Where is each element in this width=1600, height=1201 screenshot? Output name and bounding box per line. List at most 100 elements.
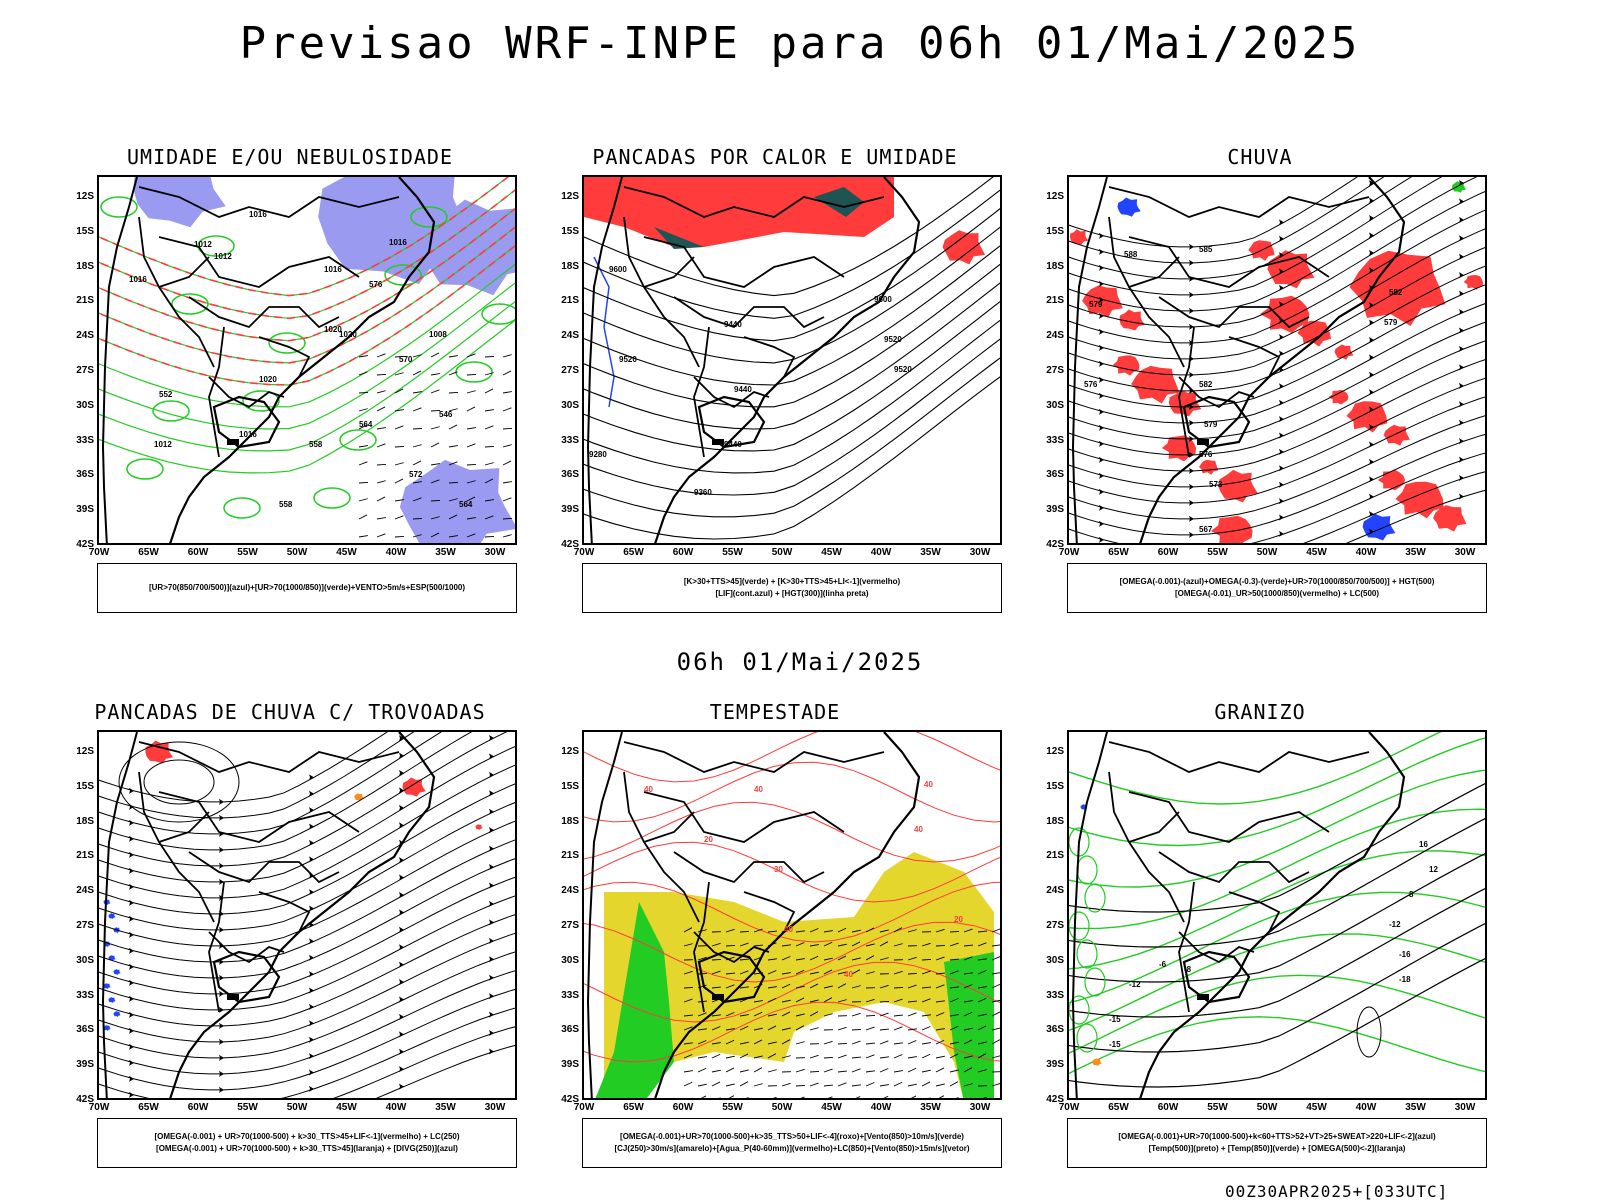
country-border — [694, 327, 709, 457]
legend-line: [Temp(500)](preto) + [Temp(850)](verde) … — [1149, 1143, 1406, 1155]
contour-label: 40 — [784, 925, 793, 934]
panel-pancadas-trovoadas: PANCADAS DE CHUVA C/ TROVOADAS [OMEGA(-0… — [50, 700, 530, 1180]
contour-label: 20 — [704, 835, 713, 844]
streamline-arrow — [129, 916, 134, 922]
streamline-arrow — [129, 868, 134, 874]
wind-vector — [467, 428, 476, 429]
panel-legend: [OMEGA(-0.001) + UR>70(1000-500) + k>30_… — [97, 1118, 517, 1168]
streamline-arrow — [399, 1014, 404, 1020]
streamline — [99, 855, 517, 978]
contour-label: 1012 — [154, 440, 172, 449]
streamline-arrow — [309, 971, 314, 977]
lat-tick-label: 39S — [545, 1059, 579, 1070]
contour-label: 16 — [1419, 840, 1428, 849]
wind-vector — [359, 462, 367, 465]
streamline-arrow — [1459, 364, 1464, 370]
lon-tick-label: 65W — [1101, 1102, 1137, 1113]
streamline-arrow — [1369, 476, 1374, 482]
wind-vector-850 — [838, 1055, 847, 1058]
temp-850-contour — [1069, 912, 1089, 940]
lat-tick-label: 12S — [545, 746, 579, 757]
lon-tick-label: 35W — [428, 547, 464, 558]
contour-label: 40 — [914, 825, 923, 834]
main-title: Previsao WRF-INPE para 06h 01/Mai/2025 — [0, 18, 1600, 69]
wind-vector-850 — [880, 1041, 888, 1044]
lon-tick-label: 30W — [477, 547, 513, 558]
contour-label: 576 — [1084, 380, 1098, 389]
contour-label: 576 — [369, 280, 383, 289]
lon-tick-label: 40W — [378, 1102, 414, 1113]
streamline-arrow — [1279, 531, 1284, 537]
streamline-arrow — [1099, 537, 1104, 543]
legend-line: [OMEGA(-0.001)+UR>70(1000-500)+k<60+TTS>… — [1118, 1131, 1435, 1143]
wind-vector-850 — [880, 1096, 888, 1100]
lat-tick-label: 39S — [545, 504, 579, 515]
streamline-arrow — [1369, 459, 1374, 465]
wind-vector-850 — [796, 1097, 805, 1100]
wind-vector — [503, 371, 511, 375]
lon-tick-label: 70W — [1051, 1102, 1087, 1113]
wind-vector — [359, 392, 368, 393]
contour-label: 1016 — [249, 210, 267, 219]
wind-vector-850 — [838, 1071, 847, 1072]
wind-vector — [467, 391, 476, 393]
wind-vector-850 — [936, 1056, 945, 1058]
contour-label: 9520 — [894, 365, 912, 374]
streamline-arrow — [129, 948, 134, 954]
wind-vector — [413, 518, 422, 519]
wind-vector-850 — [852, 1013, 861, 1016]
contour-label: 546 — [439, 410, 453, 419]
contour-label: 1016 — [389, 238, 407, 247]
panel-title: CHUVA — [1020, 145, 1500, 169]
contour-label: 572 — [409, 470, 423, 479]
wind-vector-850 — [796, 1042, 805, 1044]
lat-tick-label: 21S — [60, 850, 94, 861]
wind-vector-850 — [950, 931, 959, 932]
divergence-area — [103, 983, 110, 989]
lat-tick-label: 27S — [60, 365, 94, 376]
streamline-arrow — [399, 1084, 404, 1090]
streamline-arrow — [399, 1031, 404, 1037]
wind-vector — [395, 426, 403, 429]
wind-vector — [503, 355, 512, 357]
wind-vector — [377, 518, 386, 519]
wind-vector-850 — [922, 1098, 931, 1100]
wind-vector — [377, 407, 385, 411]
lon-tick-label: 50W — [279, 1102, 315, 1113]
lon-tick-label: 40W — [863, 547, 899, 558]
streamline-arrow — [1099, 329, 1104, 335]
wind-vector-850 — [894, 987, 903, 988]
wind-vector — [449, 482, 458, 483]
cyclone-streamline — [119, 742, 239, 822]
lat-tick-label: 15S — [545, 781, 579, 792]
legend-line: [OMEGA(-0.001) + UR>70(1000-500) + k>30_… — [156, 1143, 458, 1155]
wind-vector — [503, 535, 512, 537]
wind-vector-850 — [866, 1082, 874, 1086]
streamline-arrow — [399, 1049, 404, 1055]
lat-tick-label: 15S — [1030, 226, 1064, 237]
streamline-arrow — [309, 987, 314, 993]
streamline-arrow — [309, 1037, 314, 1043]
temp-850-contour — [1077, 940, 1097, 968]
lon-tick-label: 35W — [1398, 547, 1434, 558]
lon-tick-label: 30W — [962, 547, 998, 558]
storm-area — [476, 824, 483, 830]
streamline-arrow — [1099, 521, 1104, 527]
contour-label: 552 — [159, 390, 173, 399]
wind-vector-850 — [894, 1015, 903, 1016]
streamline-arrow — [1099, 425, 1104, 431]
country-border — [1109, 187, 1369, 217]
lon-tick-label: 55W — [1200, 1102, 1236, 1113]
wind-contour — [99, 272, 517, 429]
streamline-arrow — [1099, 361, 1104, 367]
streamline-arrow — [489, 846, 494, 852]
streamline-arrow — [309, 807, 314, 813]
wind-vector-850 — [908, 1068, 916, 1072]
lat-tick-label: 12S — [1030, 746, 1064, 757]
wind-vector-850 — [698, 1068, 706, 1072]
streamline-arrow — [309, 840, 314, 846]
wind-vector — [431, 353, 439, 357]
